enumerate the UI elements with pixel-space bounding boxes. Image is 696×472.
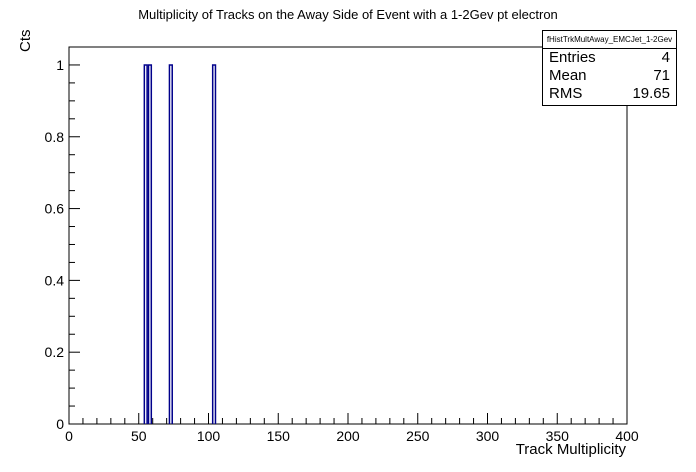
stats-box: fHistTrkMultAway_EMCJet_1-2Gev Entries 4… [542, 30, 677, 106]
x-tick-label: 350 [546, 428, 570, 444]
y-axis-label: Cts [17, 29, 34, 53]
stats-value: 71 [653, 67, 670, 84]
stats-value: 19.65 [632, 85, 670, 102]
x-tick-label: 200 [336, 428, 360, 444]
stats-box-name: fHistTrkMultAway_EMCJet_1-2Gev [543, 31, 676, 49]
histogram-bin [143, 64, 148, 424]
y-tick-label: 1 [56, 57, 64, 73]
stats-row-mean: Mean 71 [543, 67, 676, 85]
x-tick-label: 400 [615, 428, 639, 444]
y-tick-label: 0.4 [45, 272, 65, 288]
x-tick-label: 50 [131, 428, 147, 444]
stats-row-entries: Entries 4 [543, 49, 676, 67]
y-tick-label: 0.8 [45, 129, 65, 145]
stats-label: RMS [549, 85, 583, 102]
stats-row-rms: RMS 19.65 [543, 85, 676, 103]
histogram-bin [147, 64, 153, 424]
y-tick-label: 0.2 [45, 344, 65, 360]
chart-title: Multiplicity of Tracks on the Away Side … [138, 7, 558, 22]
x-tick-label: 250 [406, 428, 430, 444]
y-tick-label: 0.6 [45, 201, 65, 217]
y-tick-label: 0 [56, 416, 64, 432]
stats-label: Mean [549, 67, 587, 84]
x-tick-label: 100 [197, 428, 221, 444]
stats-value: 4 [661, 49, 670, 66]
histogram-bin [211, 64, 217, 424]
histogram-bars [143, 64, 217, 424]
x-tick-label: 0 [65, 428, 73, 444]
stats-label: Entries [549, 49, 596, 66]
x-tick-label: 300 [476, 428, 500, 444]
x-axis-label: Track Multiplicity [515, 441, 626, 458]
y-axis: 0 0.2 0.4 0.6 0.8 1 [45, 46, 80, 432]
x-axis: 0 50 100 150 200 250 300 350 400 [65, 413, 639, 444]
x-tick-label: 150 [267, 428, 291, 444]
histogram-bin [168, 64, 173, 424]
